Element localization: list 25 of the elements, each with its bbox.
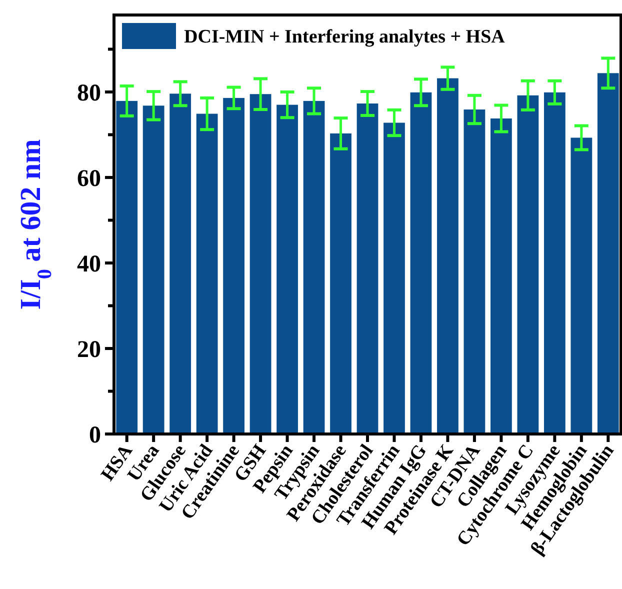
bar: [570, 138, 592, 434]
bar: [250, 94, 272, 434]
bar: [517, 95, 539, 434]
bar: [356, 104, 378, 434]
bar: [330, 133, 352, 434]
bar: [544, 92, 566, 434]
bar: [196, 114, 218, 434]
y-tick-label: 60: [77, 166, 101, 192]
bar: [384, 122, 405, 434]
y-tick-label: 40: [77, 251, 101, 278]
y-tick-label: 80: [77, 80, 101, 106]
bar: [223, 98, 244, 434]
bar: [597, 73, 619, 434]
bar: [276, 104, 298, 434]
y-tick-label: 0: [89, 422, 101, 448]
bar: [437, 78, 458, 434]
bar: [170, 94, 192, 434]
bar: [490, 118, 512, 434]
bar: [303, 100, 325, 434]
bar: [410, 92, 432, 434]
y-tick-label: 20: [77, 336, 101, 363]
bar: [142, 106, 164, 434]
bar: [116, 100, 138, 434]
bar: [464, 109, 486, 434]
legend-label: DCI-MIN + Interfering analytes + HSA: [184, 26, 506, 48]
